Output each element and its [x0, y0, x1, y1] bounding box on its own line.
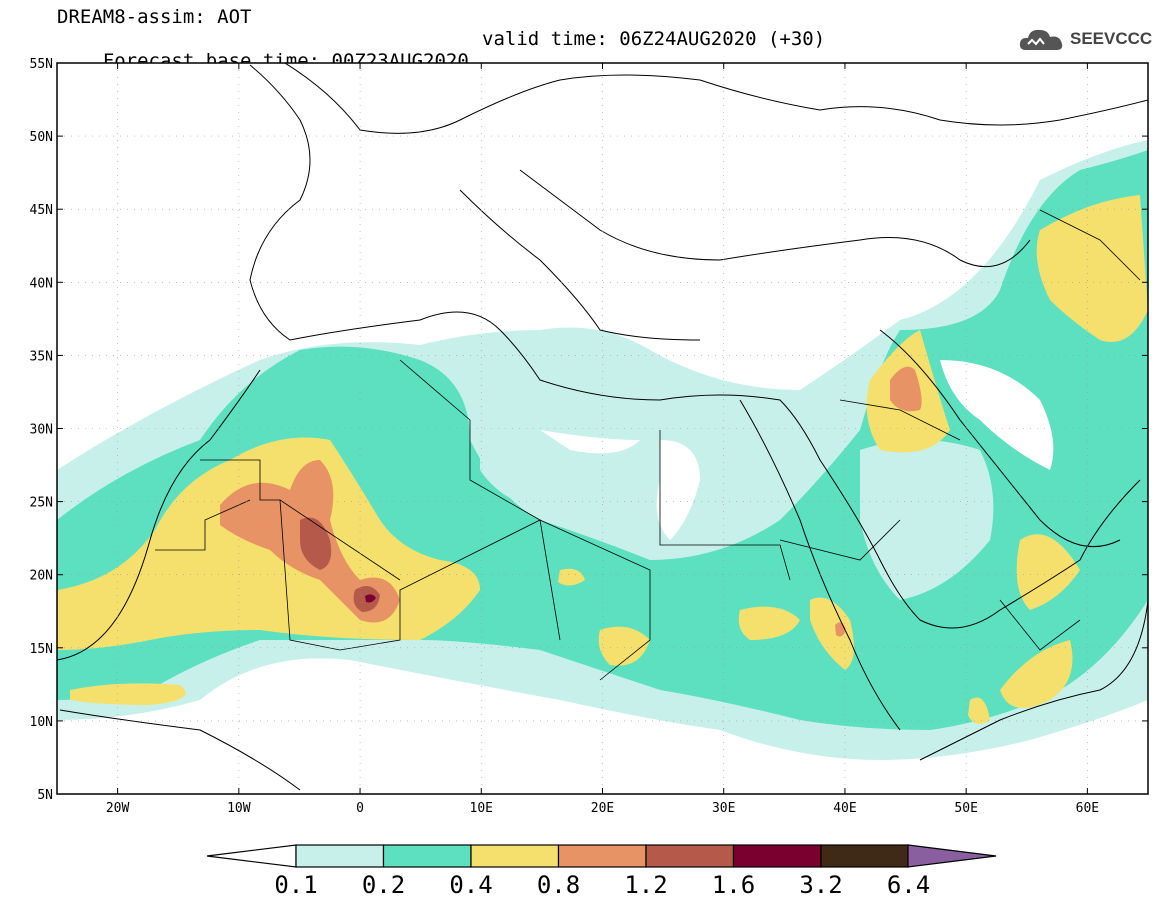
lat-tick-label: 15N	[30, 642, 53, 657]
colorbar-box	[295, 844, 385, 868]
lat-tick-label: 50N	[30, 130, 53, 145]
logo-text: SEEVCCC	[1070, 29, 1153, 48]
colorbar-label: 0.2	[362, 871, 405, 899]
lat-tick-label: 55N	[30, 57, 53, 72]
axis-ticks: 20W 10W 0 10E 20E 30E 40E 50E 60E 55N 50N 45N 40N 35N…	[30, 57, 1148, 816]
colorbar-label: 0.1	[274, 871, 317, 899]
colorbar-box	[382, 844, 472, 868]
lon-tick-label: 40E	[833, 801, 856, 816]
colorbar-high-arrow	[907, 844, 997, 868]
colorbar-box	[470, 844, 560, 868]
colorbar-label: 6.4	[887, 871, 930, 899]
lon-tick-label: 20W	[106, 801, 130, 816]
colorbar-label: 0.8	[537, 871, 580, 899]
colorbar-box	[645, 844, 735, 868]
map-title: DREAM8-assim: AOT	[57, 6, 252, 28]
lon-tick-label: 30E	[712, 801, 735, 816]
lat-tick-label: 20N	[30, 569, 53, 584]
lon-tick-label: 10W	[227, 801, 251, 816]
aot-fields	[57, 140, 1148, 760]
colorbar: 0.1 0.2 0.4 0.8 1.2 1.6 3.2 6.4	[206, 844, 997, 899]
colorbar-label: 1.2	[624, 871, 667, 899]
lon-tick-label: 50E	[954, 801, 977, 816]
colorbar-label: 1.6	[712, 871, 755, 899]
lat-tick-label: 10N	[30, 715, 53, 730]
colorbar-box	[820, 844, 910, 868]
lat-tick-label: 45N	[30, 203, 53, 218]
lon-tick-label: 20E	[591, 801, 614, 816]
lat-tick-label: 30N	[30, 423, 53, 438]
colorbar-label: 3.2	[799, 871, 842, 899]
colorbar-box	[732, 844, 822, 868]
seevccc-logo: SEEVCCC	[1018, 26, 1152, 52]
lon-tick-label: 60E	[1076, 801, 1099, 816]
colorbar-box	[557, 844, 647, 868]
lat-tick-label: 5N	[37, 788, 53, 803]
lat-tick-label: 25N	[30, 496, 53, 511]
cloud-logo-icon	[1019, 29, 1063, 50]
lon-tick-label: 0	[356, 801, 364, 816]
valid-time: valid time: 06Z24AUG2020 (+30)	[482, 28, 826, 50]
lon-tick-label: 10E	[470, 801, 493, 816]
colorbar-label: 0.4	[449, 871, 492, 899]
colorbar-low-arrow	[206, 844, 297, 868]
coastlines	[57, 63, 1148, 791]
lat-tick-label: 40N	[30, 276, 53, 291]
lat-tick-label: 35N	[30, 349, 53, 364]
country-borders	[155, 209, 1141, 681]
